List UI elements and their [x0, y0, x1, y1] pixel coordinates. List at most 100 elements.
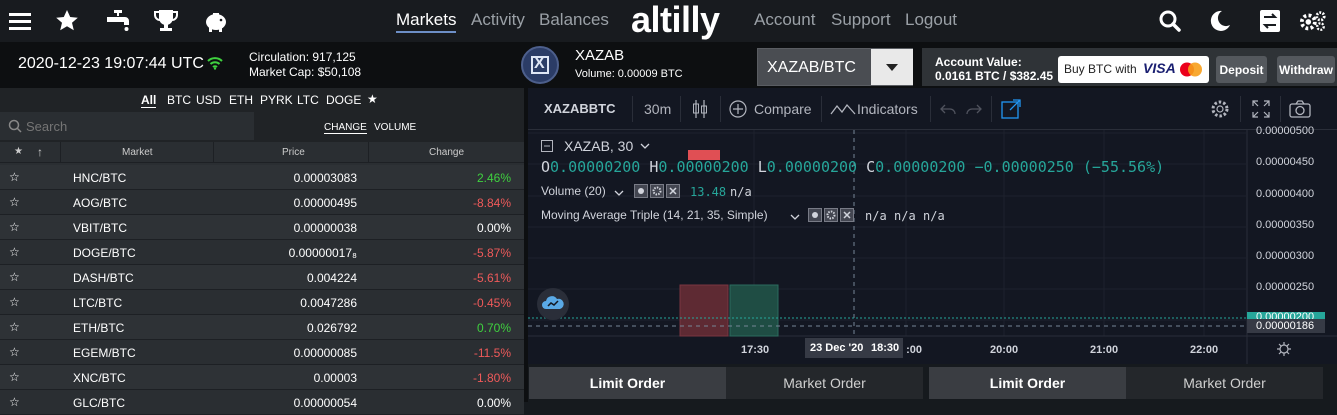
- exchange-icon[interactable]: [1256, 7, 1284, 35]
- table-row[interactable]: ☆ DASH/BTC 0.004224 -5.61%: [0, 265, 524, 290]
- header-price[interactable]: Price: [282, 147, 305, 158]
- filter-ltc[interactable]: LTC: [297, 93, 319, 107]
- nav-account[interactable]: Account: [754, 10, 816, 29]
- header-sort[interactable]: ↑: [37, 145, 43, 159]
- trophy-icon[interactable]: [152, 7, 180, 35]
- toggle-volume[interactable]: VOLUME: [374, 122, 417, 133]
- favorite-star-icon[interactable]: ☆: [9, 170, 20, 184]
- withdraw-button[interactable]: Withdraw: [1277, 56, 1335, 83]
- favorite-star-icon[interactable]: ☆: [9, 370, 20, 384]
- header-change[interactable]: Change: [429, 147, 465, 158]
- favorite-star-icon[interactable]: ☆: [9, 270, 20, 284]
- altilly-logo[interactable]: altilly: [631, 0, 720, 40]
- filter-eth[interactable]: ETH: [229, 93, 253, 107]
- tab-limit-order-sell[interactable]: Limit Order: [929, 367, 1126, 399]
- chevron-down-icon[interactable]: [640, 142, 650, 150]
- time-tick: 17:30: [741, 344, 770, 356]
- table-row[interactable]: ☆ ETH/BTC 0.026792 0.70%: [0, 315, 524, 340]
- ma-controls-icon[interactable]: [808, 208, 858, 222]
- search-input[interactable]: [26, 116, 246, 136]
- legend-title[interactable]: XAZAB, 30: [564, 138, 634, 154]
- table-row[interactable]: ☆ GLC/BTC 0.00000054 0.00%: [0, 390, 524, 415]
- volume-controls-icon[interactable]: [634, 184, 684, 198]
- buy-btc-button[interactable]: Buy BTC with VISA: [1058, 56, 1209, 83]
- table-row[interactable]: ☆ VBIT/BTC 0.00000038 0.00%: [0, 215, 524, 240]
- filter-btc[interactable]: BTC: [167, 93, 191, 107]
- market-price: 0.00000017₈: [288, 246, 357, 260]
- ma-value-14: n/a: [865, 209, 887, 223]
- time-tick: 22:00: [1190, 344, 1219, 356]
- favorite-star-icon[interactable]: ☆: [9, 395, 20, 409]
- faucet-icon[interactable]: [104, 7, 132, 35]
- filter-usd[interactable]: USD: [196, 93, 222, 107]
- nav-balances[interactable]: Balances: [539, 10, 609, 29]
- chevron-down-icon[interactable]: [790, 213, 800, 221]
- settings-icon[interactable]: [1299, 7, 1327, 35]
- filter-favorites[interactable]: ★: [367, 92, 378, 106]
- coin-volume: Volume: 0.00009 BTC: [575, 68, 683, 80]
- table-row[interactable]: ☆ EGEM/BTC 0.00000085 -11.5%: [0, 340, 524, 365]
- chart-interval[interactable]: 30m: [644, 101, 672, 117]
- header-star[interactable]: ★: [14, 146, 23, 157]
- toggle-change[interactable]: CHANGE: [324, 122, 367, 134]
- filter-all[interactable]: All: [141, 93, 157, 108]
- filter-pyrk[interactable]: PYRK: [260, 93, 293, 107]
- indicators-icon[interactable]: [830, 100, 856, 118]
- search-icon[interactable]: [1156, 7, 1184, 35]
- chart-symbol[interactable]: XAZABBTC: [544, 101, 616, 116]
- market-rows: ☆ HNC/BTC 0.00003083 2.46% ☆ AOG/BTC 0.0000049…: [0, 165, 524, 415]
- favorite-star-icon[interactable]: ☆: [9, 320, 20, 334]
- candles-icon[interactable]: [691, 99, 709, 119]
- search-box[interactable]: [0, 112, 254, 140]
- tab-market-order-sell[interactable]: Market Order: [1126, 367, 1323, 399]
- star-icon[interactable]: [53, 7, 81, 35]
- compare-plus-icon[interactable]: [729, 100, 747, 118]
- axis-settings-icon[interactable]: [1276, 341, 1292, 357]
- cloud-sync-icon[interactable]: [537, 288, 569, 320]
- ma-label[interactable]: Moving Average Triple (14, 21, 35, Simpl…: [541, 208, 768, 222]
- nav-markets[interactable]: Markets: [396, 10, 457, 33]
- wifi-icon: [207, 56, 223, 70]
- pair-select[interactable]: XAZAB/BTC: [757, 48, 913, 86]
- filter-doge[interactable]: DOGE: [326, 93, 362, 107]
- collapse-icon[interactable]: [541, 140, 553, 152]
- deposit-button[interactable]: Deposit: [1216, 56, 1267, 83]
- moon-icon[interactable]: [1206, 7, 1234, 35]
- compare-button[interactable]: Compare: [754, 101, 812, 117]
- tab-limit-order-buy[interactable]: Limit Order: [529, 367, 726, 399]
- nav-activity[interactable]: Activity: [471, 10, 525, 29]
- piggy-bank-icon[interactable]: [202, 7, 230, 35]
- favorite-star-icon[interactable]: ☆: [9, 195, 20, 209]
- chevron-down-icon[interactable]: [614, 189, 624, 197]
- favorite-star-icon[interactable]: ☆: [9, 295, 20, 309]
- market-change: -0.45%: [472, 296, 511, 310]
- tab-market-order-buy[interactable]: Market Order: [726, 367, 923, 399]
- market-pair: EGEM/BTC: [73, 346, 136, 360]
- nav-logout[interactable]: Logout: [905, 10, 957, 29]
- menu-icon[interactable]: [6, 7, 34, 35]
- redo-icon[interactable]: [966, 102, 982, 116]
- price-tick-current: 0.00000200: [1247, 312, 1325, 322]
- undo-icon[interactable]: [940, 102, 956, 116]
- camera-icon[interactable]: [1288, 99, 1312, 119]
- circulation: Circulation: 917,125: [249, 50, 356, 64]
- expand-icon[interactable]: [1251, 99, 1271, 119]
- table-row[interactable]: ☆ AOG/BTC 0.00000495 -8.84%: [0, 190, 524, 215]
- table-row[interactable]: ☆ LTC/BTC 0.0047286 -0.45%: [0, 290, 524, 315]
- favorite-star-icon[interactable]: ☆: [9, 220, 20, 234]
- chart-settings-icon[interactable]: [1209, 98, 1231, 120]
- table-row[interactable]: ☆ XNC/BTC 0.00003 -1.80%: [0, 365, 524, 390]
- favorite-star-icon[interactable]: ☆: [9, 345, 20, 359]
- indicators-button[interactable]: Indicators: [857, 101, 918, 117]
- volume-label[interactable]: Volume (20): [541, 184, 606, 198]
- table-row[interactable]: ☆ DOGE/BTC 0.00000017₈ -5.87%: [0, 240, 524, 265]
- chevron-down-icon[interactable]: [871, 49, 913, 85]
- fullscreen-link-icon[interactable]: [1000, 98, 1022, 120]
- crosshair-time-label: 23 Dec '20 18:30: [805, 338, 903, 358]
- nav-support[interactable]: Support: [831, 10, 891, 29]
- header-market[interactable]: Market: [122, 147, 153, 158]
- favorite-star-icon[interactable]: ☆: [9, 245, 20, 259]
- top-nav: Markets Activity Balances altilly Accoun…: [0, 0, 1337, 42]
- table-row[interactable]: ☆ HNC/BTC 0.00003083 2.46%: [0, 165, 524, 190]
- market-info-bar: 2020-12-23 19:07:44 UTC Circulation: 917…: [0, 42, 1337, 88]
